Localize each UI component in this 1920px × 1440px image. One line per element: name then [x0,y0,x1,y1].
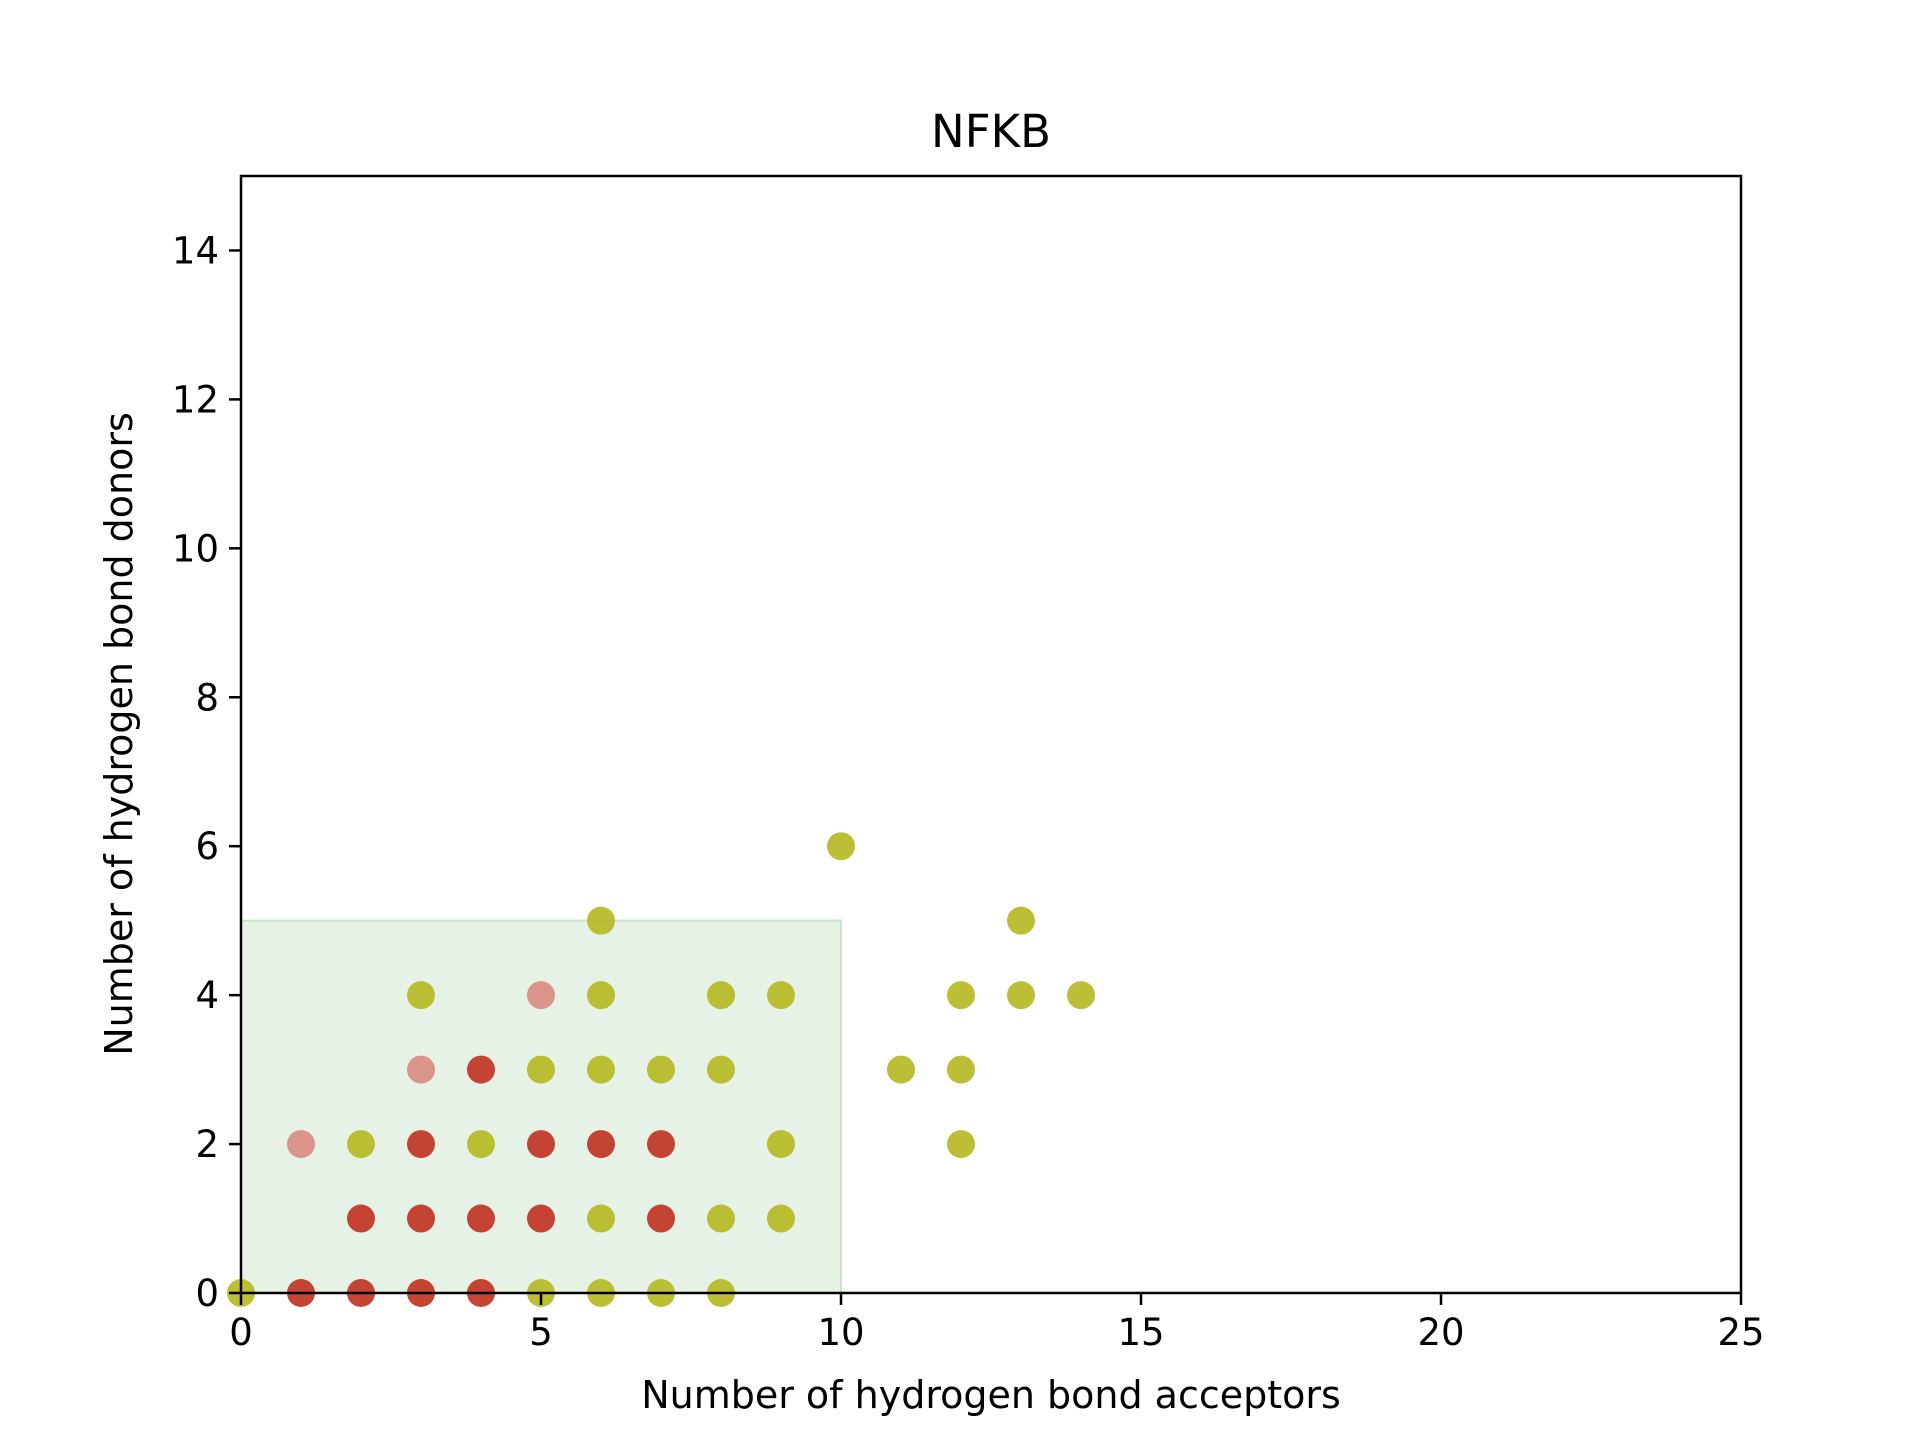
data-point [587,1055,615,1084]
data-point [467,1130,495,1159]
data-point [707,1204,735,1233]
data-point [407,1130,435,1159]
x-tick-label: 5 [529,1311,553,1354]
data-point [767,1204,795,1233]
y-tick-label: 14 [172,229,219,272]
data-point [527,1055,555,1084]
region-layer [240,919,842,1295]
data-point [347,1130,375,1159]
data-point [587,1204,615,1233]
data-point [527,1130,555,1159]
x-tick-label: 10 [817,1311,864,1354]
plot-frame [239,174,1743,1295]
shaded-region [240,919,842,1295]
data-point [407,981,435,1010]
data-point [647,1055,675,1084]
data-point [587,981,615,1010]
x-ticks: 0 5 10 15 20 25 [229,1293,1765,1354]
data-point [587,1130,615,1159]
y-tick-label: 10 [172,527,219,570]
points-layer [227,832,1095,1307]
data-point [467,1204,495,1233]
chart-title: NFKB [931,105,1051,158]
data-point [1067,981,1095,1010]
data-point [767,981,795,1010]
y-axis-label: Number of hydrogen bond donors [97,412,141,1056]
data-point [1007,981,1035,1010]
y-tick-label: 2 [195,1123,219,1166]
y-tick-label: 0 [195,1272,219,1315]
data-point [707,1055,735,1084]
y-tick-label: 6 [195,825,219,868]
x-tick-label: 25 [1717,1311,1764,1354]
data-point [887,1055,915,1084]
data-point [647,1130,675,1159]
data-point [767,1130,795,1159]
data-point [287,1130,315,1159]
data-point [947,1130,975,1159]
y-tick-label: 12 [172,378,219,421]
x-tick-label: 0 [229,1311,253,1354]
y-tick-label: 4 [195,974,219,1017]
data-point [407,1055,435,1084]
x-tick-label: 20 [1417,1311,1464,1354]
data-point [647,1204,675,1233]
y-tick-label: 8 [195,676,219,719]
data-point [587,906,615,935]
data-point [527,981,555,1010]
data-point [527,1204,555,1233]
data-point [947,981,975,1010]
x-tick-label: 15 [1117,1311,1164,1354]
x-axis-label: Number of hydrogen bond acceptors [641,1373,1341,1417]
data-point [707,981,735,1010]
data-point [347,1204,375,1233]
data-point [1007,906,1035,935]
data-point [947,1055,975,1084]
y-ticks: 0 2 4 6 8 10 12 14 [172,229,241,1315]
data-point [467,1055,495,1084]
data-point [407,1204,435,1233]
data-point [827,832,855,861]
